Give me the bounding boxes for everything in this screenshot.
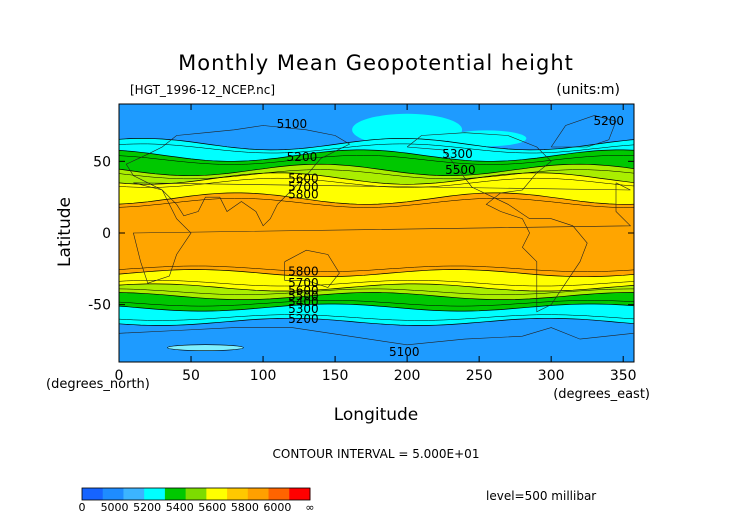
colorbar-swatch [185,488,207,500]
x-tick-label: 350 [610,368,637,384]
colorbar-label: 6000 [263,501,291,514]
contour-label: 5700 [288,276,319,290]
colorbar-label: 0 [79,501,86,514]
band-green [119,149,634,176]
contour-line [119,172,634,185]
arctic-mid-lobe [446,130,527,147]
contour-label: 5300 [442,147,473,161]
contour-label: 5800 [288,187,319,201]
x-tick-label: 300 [538,368,565,384]
contour-label: 5100 [389,345,420,359]
band-lime [119,164,634,185]
coastline [284,249,340,288]
colorbar-swatch [289,488,311,500]
colorbar-swatch [247,488,270,500]
y-tick-label: 0 [102,226,111,242]
units-label: (units:m) [556,82,620,98]
level-label: level=500 millibar [486,489,596,503]
colorbar-swatch [206,488,228,500]
contour-line [119,288,634,295]
colorbar-label: 5400 [166,501,194,514]
antarctic-low-region [167,344,244,351]
contour-line [119,192,634,205]
band-lime [119,283,634,300]
band-yellow [119,269,634,291]
contour-label: 5200 [594,114,625,128]
x-tick-label: 100 [250,368,277,384]
contour-label: 5400 [288,295,319,309]
contour-line [119,163,634,177]
contour-label: 5600 [288,283,319,297]
colorbar-swatch [82,488,104,500]
x-tick-label: 250 [466,368,493,384]
colorbar-label: ∞ [305,501,314,514]
colorbar-label: 5800 [231,501,259,514]
band-yellow [119,172,634,205]
contour-label: 5300 [288,302,319,316]
colorbar-swatch [268,488,290,500]
band-mid [119,138,634,162]
contour-line [119,155,634,165]
contour-line [119,138,634,151]
arctic-mid-region [352,113,463,146]
colorbar-frame [81,487,311,501]
contour-line [119,292,634,300]
coastline [119,327,634,346]
contour-line [119,143,634,154]
contour-label: 5100 [277,117,308,131]
file-label: [HGT_1996-12_NCEP.nc] [130,83,275,97]
contour-line [119,303,634,312]
contour-label: 5600 [288,172,319,186]
x-tick-label: 0 [115,368,124,384]
contour-label: 5800 [288,265,319,279]
contour-line [119,280,634,287]
contour-label: 5700 [288,180,319,194]
y-tick-label: 50 [93,154,111,170]
colorbar-label: 5600 [198,501,226,514]
coastline [550,115,617,148]
chart-title: Monthly Mean Geopotential height [178,51,574,75]
coastline [125,125,351,227]
contour-label: 5200 [288,312,319,326]
coastline [133,182,632,284]
y-tick-label: -50 [88,298,111,314]
x-tick-label: 200 [394,368,421,384]
colorbar-label: 5200 [133,501,161,514]
colorbar-swatch [102,488,124,500]
y-axis-label: Latitude [55,197,75,267]
x-tick-label: 150 [322,368,349,384]
band-polar [119,318,634,362]
colorbar-swatch [164,488,187,500]
colorbar-swatch [144,488,166,500]
band-tropics [119,192,634,277]
colorbar-swatch [227,488,249,500]
contour-line [119,314,634,321]
coastline [406,132,588,313]
y-unit-label: (degrees_north) [46,377,150,392]
contour-line [119,198,634,208]
x-axis-label: Longitude [334,405,419,425]
contour-line [119,169,634,180]
contour-interval: CONTOUR INTERVAL = 5.000E+01 [273,447,480,461]
contour-label: 5500 [288,289,319,303]
contour-line [119,300,634,307]
contour-line [119,283,634,292]
contour-line [119,269,634,278]
contour-label: 5500 [445,163,476,177]
contour-line [119,265,634,272]
colorbar: 0 5000 5200 5400 5600 5800 6000 ∞ [79,487,315,514]
x-unit-label: (degrees_east) [553,387,650,402]
contour-label: 5200 [287,150,318,164]
contour-line [119,317,634,326]
contour-line [119,149,634,162]
x-tick-label: 50 [182,368,200,384]
colorbar-label: 5000 [101,501,129,514]
colorbar-swatch [123,488,145,500]
